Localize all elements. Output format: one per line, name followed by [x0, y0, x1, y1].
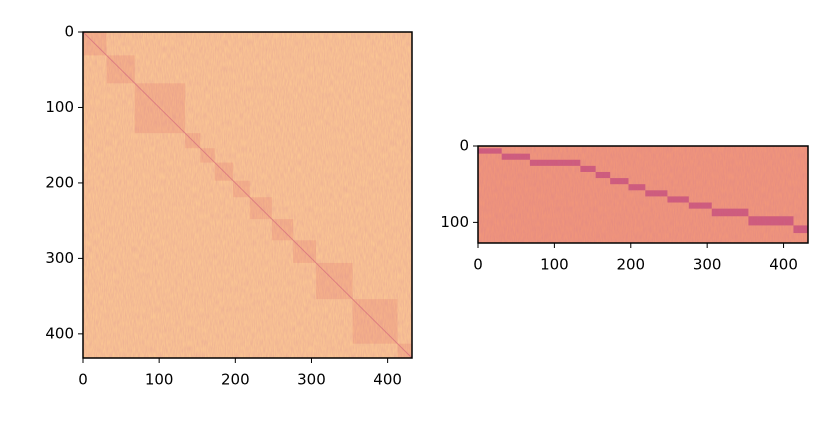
y-tick-label: 0: [459, 137, 469, 155]
axes-frame: [82, 31, 413, 359]
x-tick-label: 0: [473, 256, 483, 274]
x-tick-label: 300: [297, 371, 326, 389]
axes-frame: [477, 145, 809, 244]
x-tick-label: 400: [769, 256, 798, 274]
x-tick-label: 0: [78, 371, 88, 389]
x-tick-label: 100: [145, 371, 174, 389]
x-tick-label: 200: [221, 371, 250, 389]
x-tick-label: 300: [693, 256, 722, 274]
y-tick-label: 400: [45, 324, 74, 342]
x-tick-label: 100: [540, 256, 569, 274]
y-tick-label: 300: [45, 249, 74, 267]
y-tick-label: 100: [45, 98, 74, 116]
y-tick-label: 0: [64, 23, 74, 41]
y-tick-label: 100: [440, 213, 469, 231]
x-tick-label: 200: [616, 256, 645, 274]
diagonal: [82, 31, 413, 359]
x-tick-label: 400: [373, 371, 402, 389]
texture: [478, 146, 808, 243]
y-tick-label: 200: [45, 173, 74, 191]
